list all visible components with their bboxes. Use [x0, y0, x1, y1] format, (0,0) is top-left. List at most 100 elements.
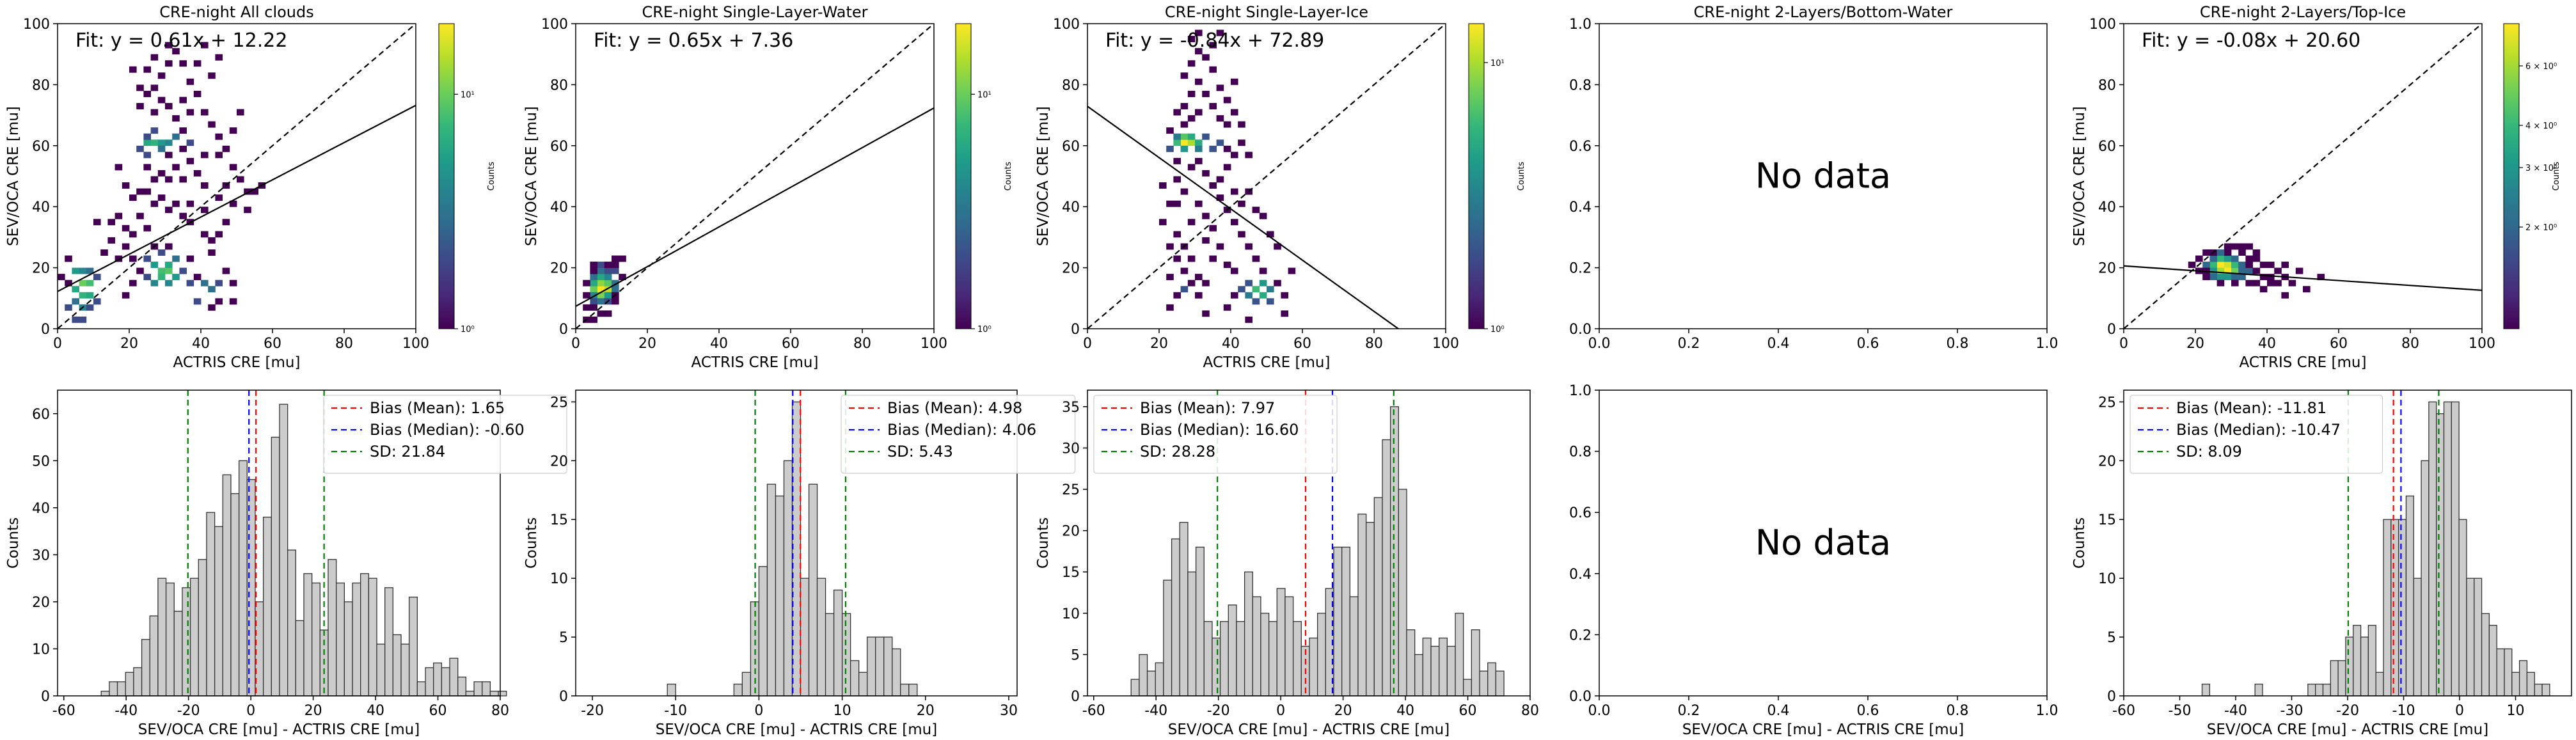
histogram-3-bar [1244, 571, 1253, 697]
heatmap-1-bin-cell [150, 84, 159, 91]
heatmap-3-colorbar-tick-label: 10⁰ [1490, 325, 1505, 335]
histogram-5-bar [2201, 683, 2210, 697]
histogram-3-bar [1422, 637, 1432, 697]
histogram-1-legend-label: Bias (Mean): 1.65 [370, 399, 505, 417]
heatmap-2-bin-cell [604, 267, 612, 274]
heatmap-3-bin-cell [1180, 121, 1189, 128]
histogram-3-bar [1357, 514, 1367, 697]
histogram-1-bar [287, 549, 296, 697]
heatmap-4-no-data-label: No data [1755, 156, 1891, 196]
heatmap-3-bin-cell [1173, 231, 1181, 238]
histogram-5-bar [2451, 401, 2460, 697]
histogram-2-frame [575, 390, 1018, 697]
heatmap-1-bin-cell [208, 304, 216, 311]
histogram-1-x-tick-label: 20 [304, 703, 322, 719]
heatmap-2-x-tick-label: 0 [571, 336, 580, 352]
histogram-1-bar [238, 460, 248, 697]
histogram-1-bar [441, 667, 450, 697]
heatmap-1-bin-cell [215, 133, 223, 140]
heatmap-3-bin-cell [1238, 200, 1245, 207]
histogram-1-y-tick-label: 0 [41, 689, 50, 705]
histogram-2-bar [791, 401, 802, 697]
histogram-3-bar [1471, 629, 1480, 697]
heatmap-3-bin-cell [1231, 292, 1238, 299]
heatmap-1-bin-cell [165, 152, 173, 159]
heatmap-2-bin-cell [604, 292, 612, 299]
heatmap-2-bin-cell [619, 274, 626, 281]
heatmap-3-bin-cell [1180, 286, 1189, 293]
heatmap-1-bin-cell [201, 42, 209, 49]
heatmap-5-bin-cell [2202, 274, 2210, 281]
heatmap-3-bin-cell [1267, 298, 1274, 305]
heatmap-5-bin-cell [2224, 267, 2232, 274]
histogram-3-bar [1341, 546, 1350, 697]
histogram-3-x-tick-label: 20 [1334, 703, 1352, 719]
heatmap-2-y-tick-label: 100 [541, 17, 568, 33]
histogram-1-bar [376, 643, 386, 697]
heatmap-3-bin-cell [1159, 182, 1167, 189]
heatmap-1-bin-cell [179, 267, 187, 274]
heatmap-3-bin-cell [1180, 139, 1189, 146]
heatmap-1-bin-cell [222, 145, 230, 152]
heatmap-1-bin-cell [179, 60, 187, 67]
heatmap-1-bin-cell [186, 109, 194, 116]
histogram-1-frame [57, 390, 501, 697]
heatmap-1-y-tick-label: 0 [41, 322, 50, 338]
histogram-3-y-tick-label: 5 [1071, 647, 1080, 663]
heatmap-3-bin-cell [1195, 200, 1203, 207]
histogram-2-bar [825, 613, 835, 697]
histogram-5-bar [2322, 683, 2331, 697]
heatmap-1-bin-cell [72, 267, 79, 274]
heatmap-1-x-tick-label: 40 [192, 336, 210, 352]
heatmap-1-bin-cell [215, 231, 223, 238]
heatmap-3-bin-cell [1238, 121, 1245, 128]
heatmap-1-bin-cell [143, 139, 151, 146]
heatmap-3-bin-cell [1238, 231, 1245, 238]
heatmap-1-bin-cell [215, 194, 223, 201]
heatmap-1-bin-cell [208, 286, 216, 293]
heatmap-3-bin-cell [1274, 279, 1281, 287]
histogram-2-bar [775, 495, 785, 697]
heatmap-1-bin-cell [143, 133, 151, 140]
heatmap-2-bin-cell [612, 286, 619, 293]
heatmap-3-bin-cell [1195, 78, 1203, 85]
heatmap-2-bin-cell [590, 286, 597, 293]
heatmap-1-bin-cell [157, 249, 166, 256]
heatmap-3-bin-cell [1187, 255, 1196, 262]
heatmap-2-x-tick-label: 40 [710, 336, 728, 352]
histogram-3-bar [1236, 621, 1245, 697]
histogram-3-legend-label: Bias (Mean): 7.97 [1140, 399, 1275, 417]
heatmap-2-bin-cell [612, 255, 619, 262]
heatmap-5-bin-cell [2202, 249, 2210, 256]
heatmap-1-bin-cell [165, 279, 173, 287]
heatmap-3-bin-cell [1166, 304, 1174, 311]
heatmap-5-bin-cell [2216, 274, 2225, 281]
heatmap-4-x-tick-label: 0.4 [1767, 336, 1790, 352]
heatmap-3-bin-cell [1195, 109, 1203, 116]
heatmap-1-bin-cell [129, 255, 137, 262]
heatmap-3-fit-label: Fit: y = -0.84x + 72.89 [1105, 29, 1324, 52]
histogram-3-bar [1455, 613, 1464, 697]
heatmap-3-bin-cell [1231, 78, 1238, 85]
heatmap-1-bin-cell [165, 267, 173, 274]
heatmap-3-bin-cell [1187, 60, 1196, 67]
histogram-1-bar [457, 676, 467, 697]
histogram-5-bar [2330, 660, 2339, 697]
heatmap-3-bin-cell [1173, 139, 1181, 146]
histogram-2-bar [892, 648, 901, 697]
heatmap-2-colorbar-tick-label: 10¹ [977, 90, 992, 100]
histogram-3-bar [1179, 522, 1189, 697]
heatmap-1-bin-cell [172, 274, 180, 281]
histogram-2-bar [849, 660, 860, 697]
heatmap-4-y-tick-label: 1.0 [1569, 17, 1592, 33]
histogram-4-x-tick-label: 0.4 [1767, 703, 1790, 719]
histogram-1-bar [182, 587, 191, 697]
heatmap-1-bin-cell [157, 274, 166, 281]
histogram-1-bar [165, 582, 175, 697]
heatmap-3-y-tick-label: 40 [1062, 200, 1080, 216]
histogram-3-x-tick-label: 0 [1276, 703, 1285, 719]
heatmap-3-bin-cell [1173, 133, 1181, 140]
histogram-3-bar [1398, 489, 1407, 697]
histogram-2-bar [841, 613, 851, 697]
heatmap-3-bin-cell [1216, 243, 1224, 250]
